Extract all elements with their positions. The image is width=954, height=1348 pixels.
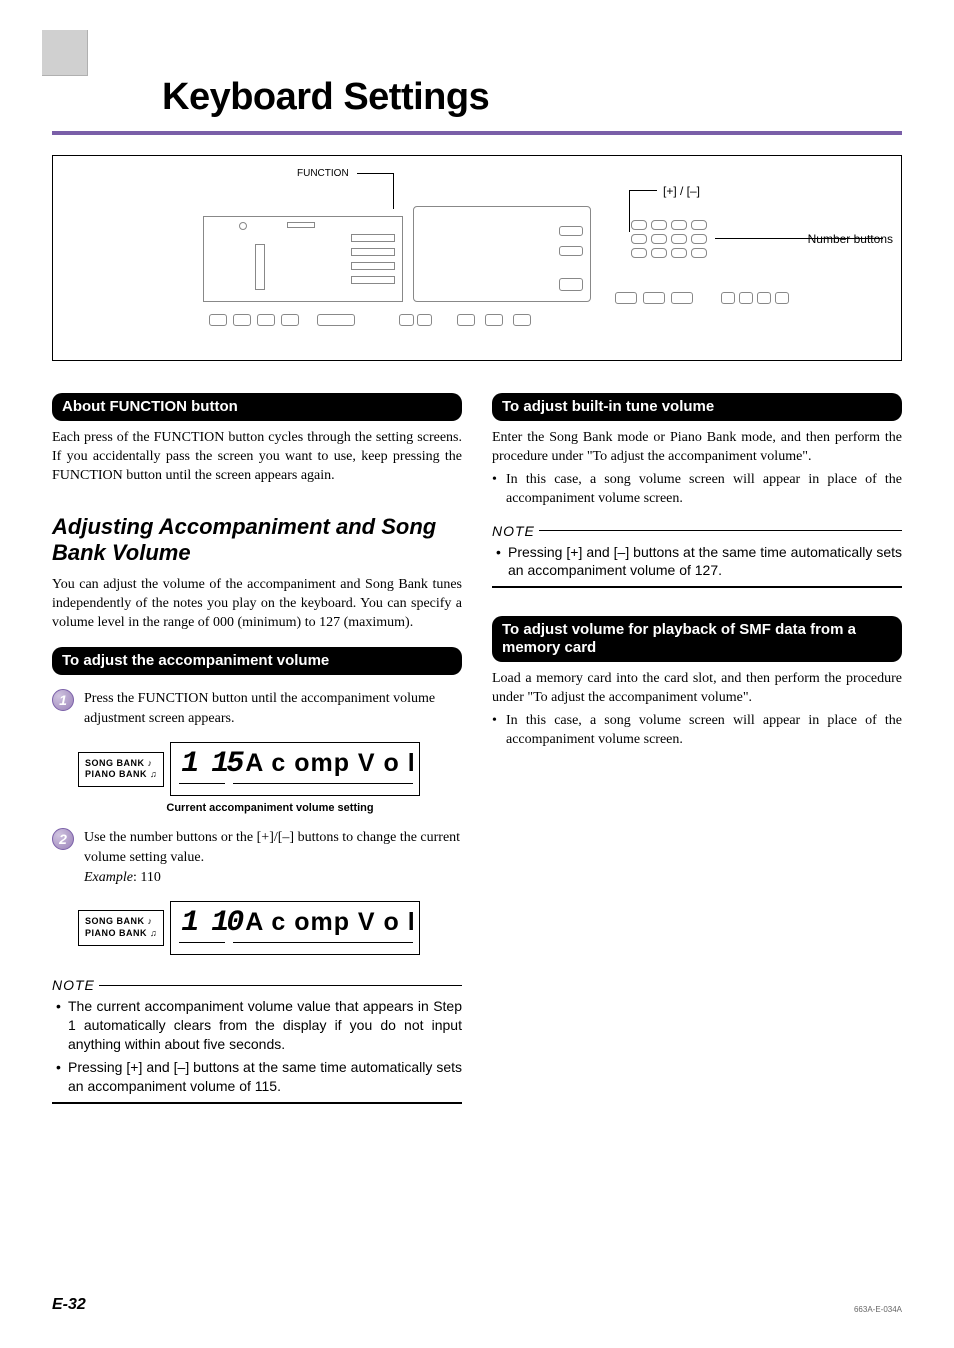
diagram-btn bbox=[513, 314, 531, 326]
page-number: E-32 bbox=[52, 1296, 86, 1314]
lcd-value: 1 15 bbox=[181, 747, 241, 781]
section-header-adjust-accomp: To adjust the accompaniment volume bbox=[52, 647, 462, 675]
diagram-btn bbox=[739, 292, 753, 304]
diagram-slider bbox=[287, 222, 315, 228]
diagram-label-function: FUNCTION bbox=[297, 168, 349, 179]
diagram-btn bbox=[721, 292, 735, 304]
diagram-btn bbox=[615, 292, 637, 304]
example-label: Example bbox=[84, 870, 133, 885]
note-header: NOTE bbox=[492, 523, 902, 539]
bank-line: PIANO BANK bbox=[85, 928, 147, 938]
content-columns: About FUNCTION button Each press of the … bbox=[52, 393, 902, 1104]
note-list: •Pressing [+] and [–] buttons at the sam… bbox=[492, 543, 902, 581]
paragraph: Load a memory card into the card slot, a… bbox=[492, 670, 902, 708]
diagram-label-plusminus: [+] / [–] bbox=[663, 184, 700, 198]
step-text: Press the FUNCTION button until the acco… bbox=[84, 689, 462, 728]
diagram-switch bbox=[255, 244, 265, 290]
diagram-btn bbox=[399, 314, 414, 326]
bullet-text: In this case, a song volume screen will … bbox=[506, 471, 902, 509]
diagram-line bbox=[629, 190, 657, 191]
section-header-function: About FUNCTION button bbox=[52, 393, 462, 421]
bank-line: SONG BANK bbox=[85, 916, 145, 926]
bank-indicator: SONG BANK ♪ PIANO BANK ♫ bbox=[78, 752, 164, 787]
diagram-btn bbox=[757, 292, 771, 304]
step-2: 2 Use the number buttons or the [+]/[–] … bbox=[52, 828, 462, 887]
note-rule bbox=[99, 985, 462, 986]
diagram-btn bbox=[281, 314, 299, 326]
bank-indicator: SONG BANK ♪ PIANO BANK ♫ bbox=[78, 910, 164, 945]
diagram-btn bbox=[559, 226, 583, 236]
lcd-display-1: SONG BANK ♪ PIANO BANK ♫ 1 15 A c omp V … bbox=[78, 742, 462, 796]
diagram-btn bbox=[351, 248, 395, 256]
lcd-label: A c omp V o l bbox=[245, 908, 415, 937]
example-value: : 110 bbox=[133, 870, 161, 885]
diagram-btn bbox=[317, 314, 355, 326]
note-header: NOTE bbox=[52, 977, 462, 993]
note-item: Pressing [+] and [–] buttons at the same… bbox=[508, 543, 902, 581]
keyboard-diagram: FUNCTION [+] / [–] Number buttons bbox=[52, 155, 902, 361]
diagram-line bbox=[357, 173, 393, 174]
page-footer: E-32 663A-E-034A bbox=[52, 1296, 902, 1314]
diagram-btn bbox=[775, 292, 789, 304]
diagram-btn bbox=[233, 314, 251, 326]
diagram-btn bbox=[209, 314, 227, 326]
lcd-screen: 1 15 A c omp V o l bbox=[170, 742, 420, 796]
diagram-btn bbox=[457, 314, 475, 326]
bank-line: SONG BANK bbox=[85, 758, 145, 768]
document-id: 663A-E-034A bbox=[854, 1305, 902, 1314]
diagram-btn bbox=[643, 292, 665, 304]
step-text: Use the number buttons or the [+]/[–] bu… bbox=[84, 828, 462, 887]
section-header-smf-volume: To adjust volume for playback of SMF dat… bbox=[492, 616, 902, 662]
section-title-accompaniment: Adjusting Accompaniment and Song Bank Vo… bbox=[52, 514, 462, 567]
diagram-btn bbox=[351, 234, 395, 242]
note-rule bbox=[539, 530, 902, 531]
paragraph: Each press of the FUNCTION button cycles… bbox=[52, 429, 462, 486]
bullet-text: In this case, a song volume screen will … bbox=[506, 712, 902, 750]
note-item: The current accompaniment volume value t… bbox=[68, 997, 462, 1054]
step-1: 1 Press the FUNCTION button until the ac… bbox=[52, 689, 462, 728]
lcd-value: 1 10 bbox=[181, 906, 241, 940]
diagram-panel bbox=[203, 216, 403, 302]
note-item: Pressing [+] and [–] buttons at the same… bbox=[68, 1058, 462, 1096]
header-tab bbox=[42, 30, 88, 76]
diagram-btn bbox=[351, 276, 395, 284]
note-list: •The current accompaniment volume value … bbox=[52, 997, 462, 1095]
page-title: Keyboard Settings bbox=[162, 76, 902, 119]
step-number-icon: 2 bbox=[52, 828, 74, 850]
diagram-knob bbox=[239, 222, 247, 230]
bank-line: PIANO BANK bbox=[85, 769, 147, 779]
diagram-btn bbox=[559, 246, 583, 256]
lcd-screen: 1 10 A c omp V o l bbox=[170, 901, 420, 955]
step-number-icon: 1 bbox=[52, 689, 74, 711]
title-rule bbox=[52, 131, 902, 135]
step-main-text: Use the number buttons or the [+]/[–] bu… bbox=[84, 830, 460, 865]
diagram-btn bbox=[559, 278, 583, 291]
paragraph: Enter the Song Bank mode or Piano Bank m… bbox=[492, 429, 902, 467]
left-column: About FUNCTION button Each press of the … bbox=[52, 393, 462, 1104]
paragraph: You can adjust the volume of the accompa… bbox=[52, 576, 462, 633]
diagram-btn bbox=[351, 262, 395, 270]
note-end-rule bbox=[52, 1102, 462, 1104]
lcd-display-2: SONG BANK ♪ PIANO BANK ♫ 1 10 A c omp V … bbox=[78, 901, 462, 955]
diagram-btn bbox=[485, 314, 503, 326]
diagram-btn bbox=[257, 314, 275, 326]
lcd-label: A c omp V o l bbox=[245, 749, 415, 778]
right-column: To adjust built-in tune volume Enter the… bbox=[492, 393, 902, 1104]
diagram-btn bbox=[417, 314, 432, 326]
note-label: NOTE bbox=[52, 977, 95, 993]
diagram-btn bbox=[671, 292, 693, 304]
diagram-label-numbers: Number buttons bbox=[808, 232, 893, 246]
section-header-tune-volume: To adjust built-in tune volume bbox=[492, 393, 902, 421]
diagram-line bbox=[393, 173, 394, 209]
lcd-caption: Current accompaniment volume setting bbox=[78, 802, 462, 814]
note-label: NOTE bbox=[492, 523, 535, 539]
